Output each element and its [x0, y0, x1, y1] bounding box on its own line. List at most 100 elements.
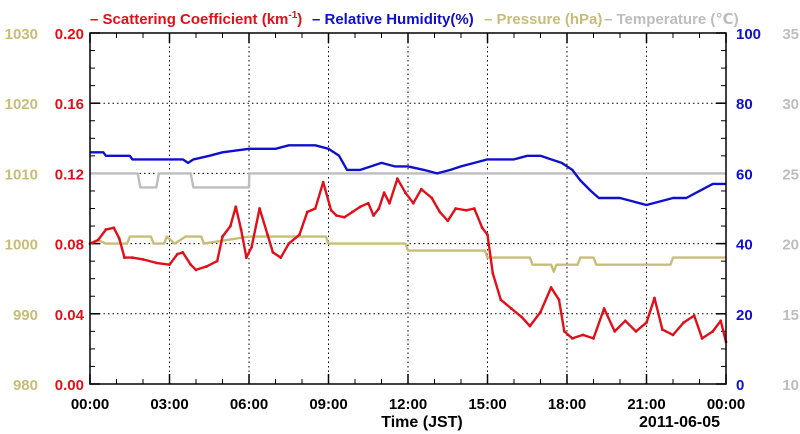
- humidity-tick-label: 0: [736, 377, 744, 394]
- series-line-temperature: [90, 172, 726, 189]
- scattering-point: [520, 315, 524, 319]
- scattering-point: [313, 207, 317, 210]
- x-tick-label: 12:00: [389, 396, 427, 413]
- scattering-tick-label: 0.20: [55, 26, 84, 43]
- scattering-point: [297, 233, 301, 237]
- scattering-point: [141, 257, 145, 261]
- scattering-point: [539, 310, 542, 314]
- scattering-point: [343, 215, 346, 219]
- scattering-point: [682, 321, 685, 324]
- temperature-tick-label: 25: [782, 166, 799, 183]
- scattering-point: [258, 207, 261, 210]
- scattering-point: [372, 214, 375, 217]
- x-tick-label: 15:00: [468, 396, 506, 413]
- temperature-tick-label: 35: [782, 26, 799, 43]
- scattering-point: [602, 307, 606, 310]
- scattering-point: [570, 336, 574, 340]
- humidity-tick-label: 60: [736, 166, 753, 183]
- scattering-point: [96, 238, 100, 242]
- humidity-tick-label: 80: [736, 96, 753, 113]
- scattering-point: [396, 177, 399, 181]
- scattering-point: [446, 219, 450, 223]
- scattering-tick-label: 0.04: [55, 307, 85, 324]
- scattering-point: [653, 296, 656, 300]
- scattering-point: [279, 256, 283, 260]
- scattering-point: [366, 201, 370, 205]
- scattering-point: [215, 259, 219, 263]
- scattering-point: [692, 314, 696, 317]
- legend-pressure: – Pressure (hPa): [484, 11, 602, 28]
- scattering-point: [613, 329, 617, 333]
- scattering-point: [472, 207, 476, 210]
- x-tick-label: 00:00: [707, 396, 745, 413]
- x-tick-label: 06:00: [230, 396, 268, 413]
- scattering-point: [271, 250, 275, 254]
- scattering-point: [189, 263, 193, 267]
- plot-frame: [89, 32, 727, 385]
- scattering-point: [377, 207, 381, 210]
- gridlines: [90, 33, 726, 384]
- scattering-point: [430, 196, 434, 200]
- scattering-point: [486, 233, 489, 237]
- scattering-point: [403, 191, 407, 195]
- scattering-point: [239, 228, 243, 231]
- x-axis-title: Time (JST): [381, 414, 463, 431]
- x-tick-label: 09:00: [309, 396, 347, 413]
- scattering-point: [287, 242, 291, 246]
- pressure-tick-label: 1000: [5, 237, 38, 254]
- scattering-point: [350, 210, 354, 214]
- legend-humidity: – Relative Humidity(%): [312, 11, 474, 28]
- scattering-point: [358, 205, 362, 209]
- series-layer: [88, 144, 728, 344]
- scattering-point: [117, 236, 121, 240]
- scattering-point: [562, 329, 566, 333]
- date-label: 2011-06-05: [639, 414, 720, 431]
- scattering-point: [581, 333, 585, 337]
- scattering-point: [634, 329, 638, 333]
- scattering-point: [205, 265, 209, 268]
- temperature-tick-label: 15: [782, 307, 799, 324]
- scattering-point: [266, 233, 269, 237]
- scattering-point: [491, 272, 495, 275]
- scattering-point: [388, 201, 391, 205]
- scattering-point: [480, 226, 484, 230]
- temperature-tick-label: 10: [782, 377, 799, 394]
- pressure-tick-label: 1030: [5, 26, 38, 43]
- scattering-point: [671, 333, 675, 337]
- scattering-tick-label: 0.12: [55, 166, 84, 183]
- scattering-tick-label: 0.08: [55, 237, 84, 254]
- pressure-tick-label: 980: [13, 377, 38, 394]
- scattering-point: [104, 228, 108, 231]
- scattering-point: [181, 250, 185, 254]
- scattering-point: [419, 187, 423, 191]
- pressure-tick-label: 1020: [5, 96, 38, 113]
- scattering-point: [250, 245, 254, 249]
- scattering-point: [176, 252, 179, 256]
- scattering-point: [711, 329, 715, 333]
- tick-labels: 00:00 03:00 06:00 09:00 12:00 15:00 18:00 21:00…: [5, 26, 799, 413]
- series-line-humidity: [90, 144, 726, 207]
- scattering-point: [509, 307, 513, 310]
- humidity-tick-label: 20: [736, 307, 753, 324]
- x-tick-label: 03:00: [150, 396, 188, 413]
- scattering-tick-label: 0.16: [55, 96, 84, 113]
- scattering-point: [661, 328, 664, 331]
- scattering-point: [499, 298, 503, 302]
- temperature-tick-label: 20: [782, 237, 799, 254]
- pressure-tick-label: 1010: [5, 166, 38, 183]
- scattering-point: [234, 205, 238, 209]
- scattering-point: [329, 208, 333, 212]
- scattering-point: [719, 319, 723, 323]
- scattering-point: [645, 321, 648, 324]
- scattering-point: [411, 201, 415, 205]
- scattering-point: [321, 180, 325, 184]
- scattering-point: [557, 298, 561, 302]
- scattering-point: [154, 261, 158, 265]
- scattering-point: [131, 256, 134, 260]
- scattering-point: [623, 319, 627, 323]
- scattering-point: [244, 256, 248, 260]
- scattering-point: [168, 263, 171, 267]
- scattering-point: [464, 208, 468, 212]
- legend: – Scattering Coefficient (km-1) – Relati…: [90, 10, 739, 28]
